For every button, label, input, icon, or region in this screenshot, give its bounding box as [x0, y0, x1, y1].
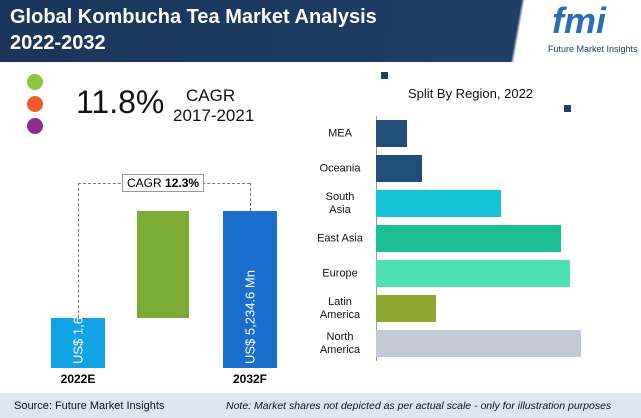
bar — [376, 225, 561, 252]
y-tick-label: South Asia — [325, 190, 355, 216]
y-tick-label: Latin America — [319, 295, 361, 321]
cagr-value: 12.3% — [165, 176, 200, 190]
footer: Source: Future Market Insights Note: Mar… — [0, 393, 641, 418]
value-label: US$ 5,234.6 Mn — [242, 270, 258, 364]
deco — [381, 72, 388, 79]
increment-bar — [137, 210, 189, 319]
bar — [51, 318, 105, 368]
y-tick-label: East Asia — [317, 232, 363, 244]
y-tick-label: North America — [319, 330, 361, 356]
chart-title: Split By Region, 2022 — [408, 86, 534, 101]
cagr-label: CAGR — [127, 176, 162, 190]
source: Source: Future Market Insights — [14, 400, 165, 412]
title: Global Kombucha Tea Market Analysis — [10, 6, 377, 28]
x-tick-label: 2022E — [60, 372, 96, 386]
logo: fmi — [552, 0, 606, 41]
bar — [376, 155, 422, 182]
deco — [564, 105, 571, 112]
header: Global Kombucha Tea Market Analysis 2022… — [0, 0, 641, 62]
note: Note: Market shares not depicted as per … — [226, 400, 612, 412]
bar — [376, 190, 501, 217]
cagr-period: 2017-2021 — [173, 106, 255, 125]
bar — [376, 260, 570, 287]
bar — [376, 295, 436, 322]
dot — [27, 118, 43, 134]
dot — [27, 96, 43, 112]
cagr-box: CAGR 12.3% — [122, 174, 205, 192]
connector — [250, 183, 251, 211]
cagr-label: CAGR — [186, 86, 236, 105]
bar — [223, 210, 277, 368]
bar — [376, 330, 581, 357]
x-tick-label: 2032F — [232, 372, 268, 386]
bar — [376, 120, 407, 147]
dot — [27, 74, 43, 90]
connector — [78, 183, 79, 319]
title: 2022-2032 — [10, 32, 106, 54]
y-tick-label: MEA — [328, 127, 352, 139]
logo-tagline: Future Market Insights — [548, 44, 638, 54]
y-tick-label: Oceania — [319, 162, 361, 174]
cagr-value: 11.8% — [76, 84, 165, 120]
y-tick-label: Europe — [322, 267, 358, 279]
